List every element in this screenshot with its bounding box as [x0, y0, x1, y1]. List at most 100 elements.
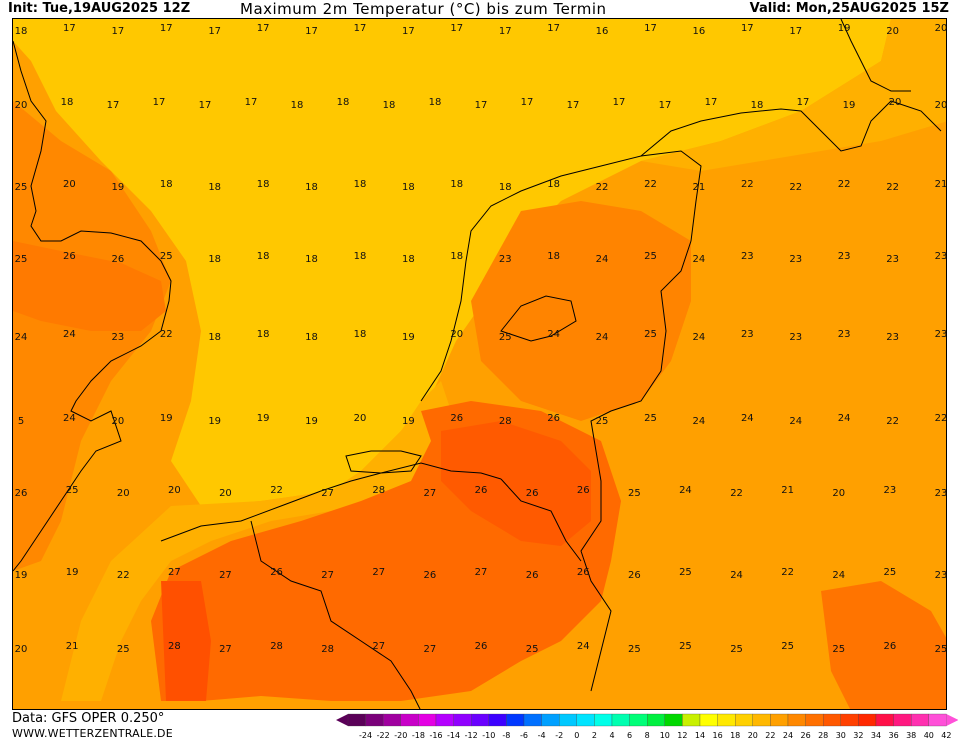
- temperature-value: 19: [305, 416, 318, 427]
- legend-tick-label: 4: [609, 731, 614, 740]
- coastline-denmark: [840, 19, 911, 92]
- legend-arrow-high: [946, 714, 959, 726]
- temperature-value: 28: [321, 644, 334, 655]
- temperature-value: 23: [741, 329, 754, 340]
- legend-swatch: [893, 713, 912, 727]
- coastline-zeeland: [345, 450, 422, 474]
- temperature-value: 26: [577, 567, 590, 578]
- color-legend: -24 -22 -20 -18 -16 -14 -12 -10 -8 -6 -4 -2 0 2 4 6 8 10 1…: [336, 713, 959, 741]
- legend-tick-label: -8: [502, 731, 510, 740]
- valid-time: Valid: Mon,25AUG2025 15Z: [749, 1, 949, 16]
- temperature-value: 23: [789, 332, 802, 343]
- legend-swatch: [365, 713, 384, 727]
- init-time: Init: Tue,19AUG2025 12Z: [8, 1, 191, 16]
- temperature-value: 17: [107, 100, 120, 111]
- temperature-value: 5: [18, 416, 24, 427]
- temperature-value: 19: [402, 332, 415, 343]
- temperature-value: 25: [730, 644, 743, 655]
- temperature-value: 23: [935, 329, 947, 340]
- temperature-value: 19: [160, 413, 173, 424]
- legend-swatch: [400, 713, 419, 727]
- temperature-value: 18: [61, 97, 74, 108]
- legend-swatch: [594, 713, 613, 727]
- temperature-value: 27: [424, 488, 437, 499]
- temperature-value: 28: [372, 485, 385, 496]
- temperature-value: 20: [886, 26, 899, 37]
- legend-tick-label: 20: [748, 731, 758, 740]
- temperature-value: 17: [499, 26, 512, 37]
- temperature-value: 24: [577, 641, 590, 652]
- temperature-value: 18: [15, 26, 28, 37]
- website-label: WWW.WETTERZENTRALE.DE: [12, 727, 173, 740]
- legend-tick-label: 42: [941, 731, 951, 740]
- legend-tick-label: -6: [520, 731, 528, 740]
- temperature-value: 17: [402, 26, 415, 37]
- temperature-value: 18: [305, 332, 318, 343]
- temperature-value: 22: [741, 179, 754, 190]
- temperature-value: 22: [789, 182, 802, 193]
- legend-swatch: [559, 713, 577, 727]
- temperature-value: 27: [321, 488, 334, 499]
- hot-core-belgium: [441, 421, 591, 546]
- legend-tick-label: -2: [555, 731, 563, 740]
- temperature-value: 17: [644, 23, 657, 34]
- legend-tick-label: 0: [574, 731, 579, 740]
- temperature-value: 17: [659, 100, 672, 111]
- temperature-value: 20: [450, 329, 463, 340]
- temperature-value: 20: [935, 100, 947, 111]
- temperature-value: 23: [935, 570, 947, 581]
- temperature-value: 23: [789, 254, 802, 265]
- temperature-value: 26: [270, 567, 283, 578]
- temperature-value: 24: [693, 416, 706, 427]
- temperature-value: 18: [547, 179, 560, 190]
- coastline-north-germany: [640, 100, 942, 157]
- temperature-value: 26: [15, 488, 28, 499]
- temperature-value: 18: [337, 97, 350, 108]
- warm-region-uk: [13, 241, 166, 331]
- temperature-value: 23: [935, 251, 947, 262]
- legend-swatch: [418, 713, 437, 727]
- temperature-value: 18: [354, 329, 367, 340]
- temperature-value: 26: [547, 413, 560, 424]
- temperature-value: 25: [832, 644, 845, 655]
- temperature-value: 25: [15, 182, 28, 193]
- temperature-value: 24: [596, 332, 609, 343]
- temperature-value: 17: [613, 97, 626, 108]
- temperature-value: 25: [628, 488, 641, 499]
- temperature-value: 19: [66, 567, 79, 578]
- temperature-value: 18: [160, 179, 173, 190]
- legend-tick-label: 28: [818, 731, 828, 740]
- legend-tick-label: -12: [465, 731, 478, 740]
- legend-tick-label: -16: [429, 731, 442, 740]
- legend-swatch: [699, 713, 718, 727]
- border-germany-west: [580, 240, 692, 692]
- temperature-value: 19: [208, 416, 221, 427]
- legend-swatch: [735, 713, 753, 727]
- legend-tick-label: 6: [627, 731, 632, 740]
- map-title: Maximum 2m Temperatur (°C) bis zum Termi…: [240, 0, 607, 18]
- temperature-value: 18: [354, 179, 367, 190]
- temperature-value: 27: [219, 570, 232, 581]
- temperature-value: 16: [596, 26, 609, 37]
- legend-swatch: [664, 713, 683, 727]
- temperature-value: 26: [424, 570, 437, 581]
- legend-swatch: [435, 713, 454, 727]
- temperature-value: 18: [257, 179, 270, 190]
- temperature-value: 19: [257, 413, 270, 424]
- temperature-value: 22: [596, 182, 609, 193]
- temperature-value: 18: [291, 100, 304, 111]
- temperature-value: 18: [305, 182, 318, 193]
- legend-tick-label: 18: [730, 731, 740, 740]
- coastline-france-belgium: [160, 462, 502, 542]
- temperature-value: 18: [499, 182, 512, 193]
- temperature-value: 18: [429, 97, 442, 108]
- temperature-value: 24: [63, 329, 76, 340]
- temperature-value: 23: [838, 329, 851, 340]
- temperature-value: 24: [693, 254, 706, 265]
- legend-swatch: [611, 713, 630, 727]
- temperature-value: 22: [117, 570, 130, 581]
- temperature-value: 23: [741, 251, 754, 262]
- legend-swatch: [523, 713, 542, 727]
- temperature-value: 20: [889, 97, 902, 108]
- temperature-value: 17: [450, 23, 463, 34]
